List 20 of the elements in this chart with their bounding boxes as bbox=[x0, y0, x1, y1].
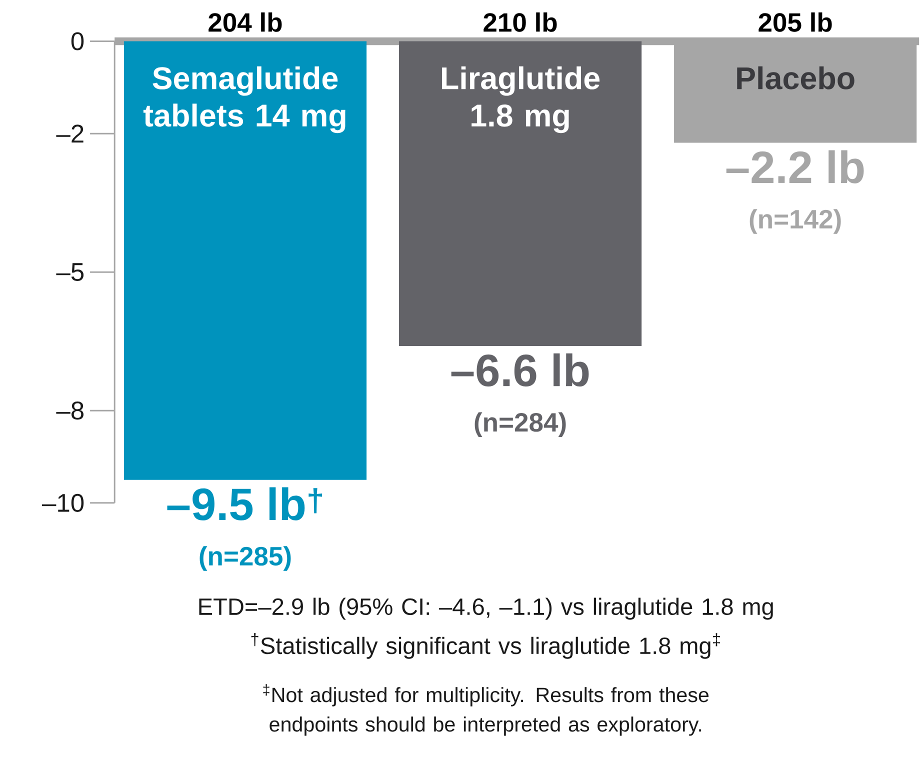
text: ETD=–2.9 lb (95% CI: –4.6, –1.1) vs liraglutide 1.8 mg bbox=[199, 598, 773, 620]
text: $^{‡}$Not adjusted for multiplicity. Results from these endpoints should be interpreted as exploratory. bbox=[263, 684, 709, 736]
data-label: –9.5 lb$^{†}$ bbox=[167, 487, 322, 520]
y-tick-label: –8 bbox=[56, 401, 84, 420]
data-label: –2.2 lb bbox=[726, 150, 864, 184]
data-label: –6.6 lb bbox=[451, 353, 589, 386]
x-tick-label: Placebo bbox=[737, 66, 854, 90]
annotation: 205 lb bbox=[758, 12, 832, 32]
annotation: (n=142) bbox=[750, 209, 841, 234]
annotation: 210 lb bbox=[484, 12, 557, 32]
y-tick-label: –10 bbox=[42, 494, 84, 512]
x-tick-label: Semaglutide tablets 14 mg bbox=[143, 66, 346, 133]
y-tick-label: –2 bbox=[56, 124, 84, 142]
annotation: (n=285) bbox=[200, 546, 291, 571]
annotation: (n=284) bbox=[474, 412, 566, 437]
y-tick-label: –5 bbox=[56, 263, 84, 281]
annotation: 204 lb bbox=[208, 12, 282, 32]
x-tick-label: Liraglutide 1.8 mg bbox=[442, 66, 600, 133]
y-tick-label: 0 bbox=[71, 32, 84, 50]
text: $^{†}$Statistically significant vs liraglutide 1.8 mg$^{‡}$ bbox=[251, 632, 720, 659]
